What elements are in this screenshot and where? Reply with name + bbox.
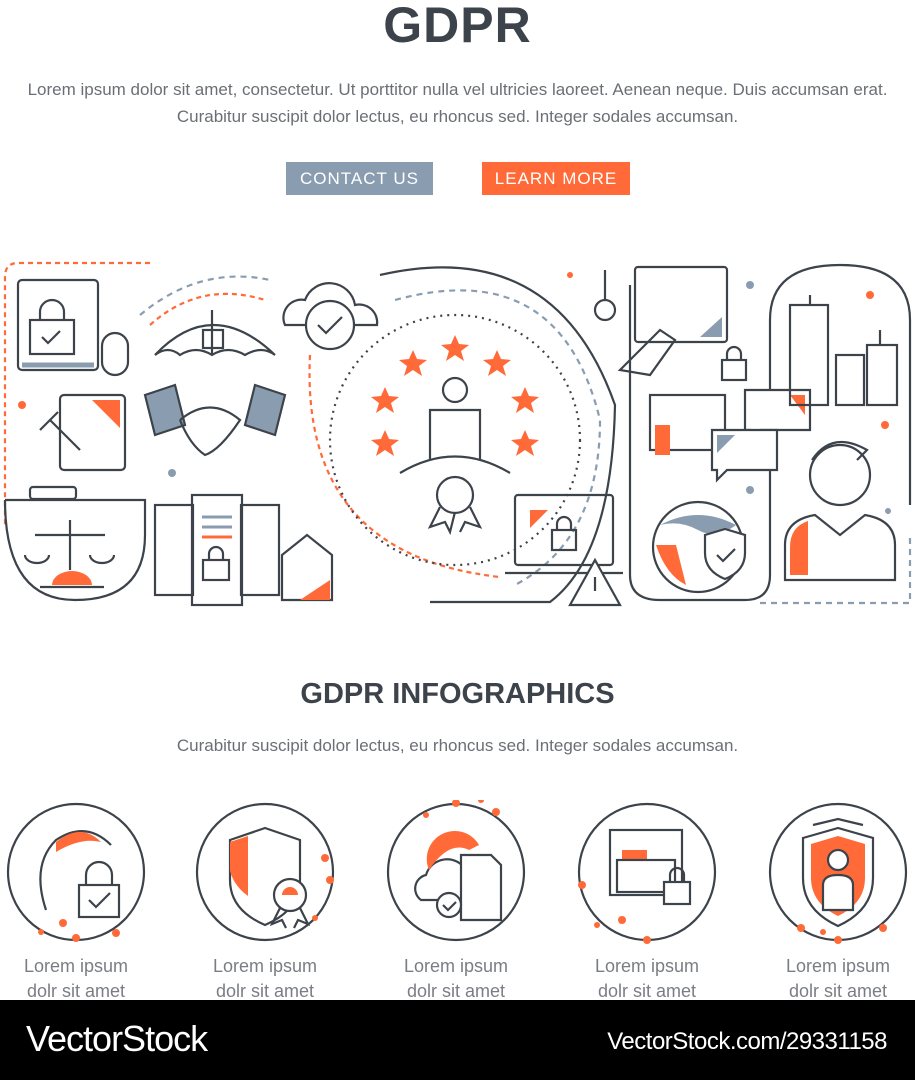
feature-label: dolr sit amet [788, 981, 888, 1001]
learn-more-button[interactable]: LEARN MORE [482, 162, 630, 195]
feature-label: Lorem ipsum [594, 956, 700, 976]
feature-label: dolr sit amet [406, 981, 506, 1001]
feature-item: Lorem ipsum dolr sit amet [0, 800, 156, 1004]
archive-lock-icon [577, 802, 717, 944]
feature-label: dolr sit amet [215, 981, 315, 1001]
stars [371, 335, 539, 456]
intro-line: Curabitur suscipit dolor lectus, eu rhon… [176, 107, 739, 126]
watermark-bar: VectorStock VectorStock.com/29331158 [0, 1000, 915, 1080]
feature-label: dolr sit amet [26, 981, 126, 1001]
intro-line: Lorem ipsum dolor sit amet, consectetur.… [27, 80, 888, 99]
feature-item: Lorem ipsum dolr sit amet [376, 800, 536, 1004]
feature-label: Lorem ipsum [23, 956, 129, 976]
feature-label: Lorem ipsum [785, 956, 891, 976]
cloud-document-icon [386, 800, 526, 942]
shield-certificate-icon [195, 802, 335, 942]
gdpr-illustration [3, 261, 912, 607]
infographics-subtitle: Curabitur suscipit dolor lectus, eu rhon… [176, 736, 739, 755]
contact-us-button[interactable]: CONTACT US [286, 162, 433, 195]
watermark-url: VectorStock.com/29331158 [607, 1028, 887, 1055]
feature-item: Lorem ipsum dolr sit amet [185, 800, 345, 1004]
user-lock-icon [6, 802, 146, 942]
infographics-title: GDPR INFOGRAPHICS [300, 678, 615, 710]
intro-text: Lorem ipsum dolor sit amet, consectetur.… [0, 76, 915, 130]
feature-label: Lorem ipsum [403, 956, 509, 976]
page-title: GDPR [383, 0, 532, 53]
watermark-logo: VectorStock [26, 1018, 208, 1059]
shield-user-icon [768, 802, 908, 944]
feature-label: dolr sit amet [597, 981, 697, 1001]
feature-label: Lorem ipsum [212, 956, 318, 976]
feature-item: Lorem ipsum dolr sit amet [758, 800, 915, 1004]
feature-item: Lorem ipsum dolr sit amet [567, 800, 727, 1004]
